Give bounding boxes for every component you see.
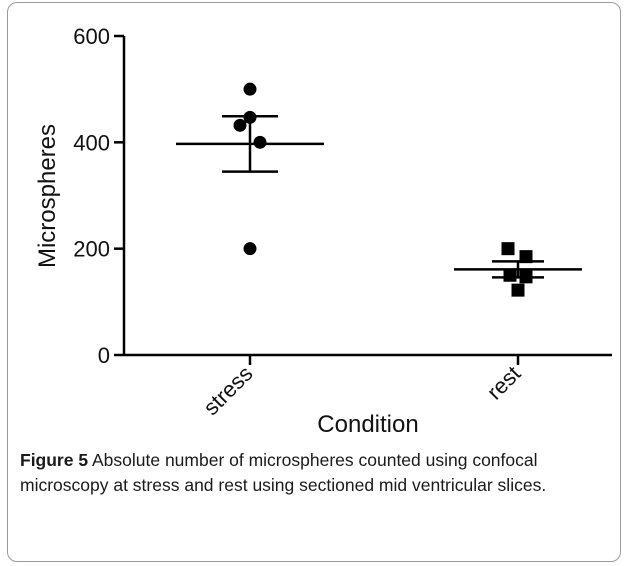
- error-bars: [176, 115, 582, 279]
- data-point: [253, 135, 267, 149]
- x-axis-title: Condition: [317, 411, 418, 438]
- data-point: [233, 118, 247, 132]
- figure-caption: Figure 5 Absolute number of microspheres…: [20, 448, 610, 498]
- data-points: [233, 82, 533, 297]
- x-tick-label: rest: [482, 361, 526, 405]
- y-ticks: 0 200 400 600: [73, 24, 124, 368]
- data-point: [243, 242, 257, 256]
- y-tick-label: 600: [73, 24, 110, 49]
- x-tick-label: stress: [198, 361, 257, 420]
- scatter-chart: 0 200 400 600 stress rest Condition Microsph…: [34, 24, 612, 438]
- y-axis-title: Microspheres: [34, 124, 61, 268]
- data-point: [243, 110, 257, 124]
- data-point: [511, 283, 525, 297]
- data-point: [501, 242, 515, 256]
- axes: [122, 36, 612, 357]
- figure-label: Figure 5: [20, 450, 89, 470]
- data-point: [503, 268, 517, 282]
- data-point: [519, 250, 533, 264]
- caption-text: Absolute number of microspheres counted …: [20, 450, 547, 495]
- y-tick-label: 0: [98, 343, 110, 368]
- y-tick-label: 400: [73, 130, 110, 155]
- figure-panel: [7, 2, 621, 562]
- y-tick-label: 200: [73, 237, 110, 262]
- data-point: [243, 82, 257, 96]
- data-point: [519, 270, 533, 284]
